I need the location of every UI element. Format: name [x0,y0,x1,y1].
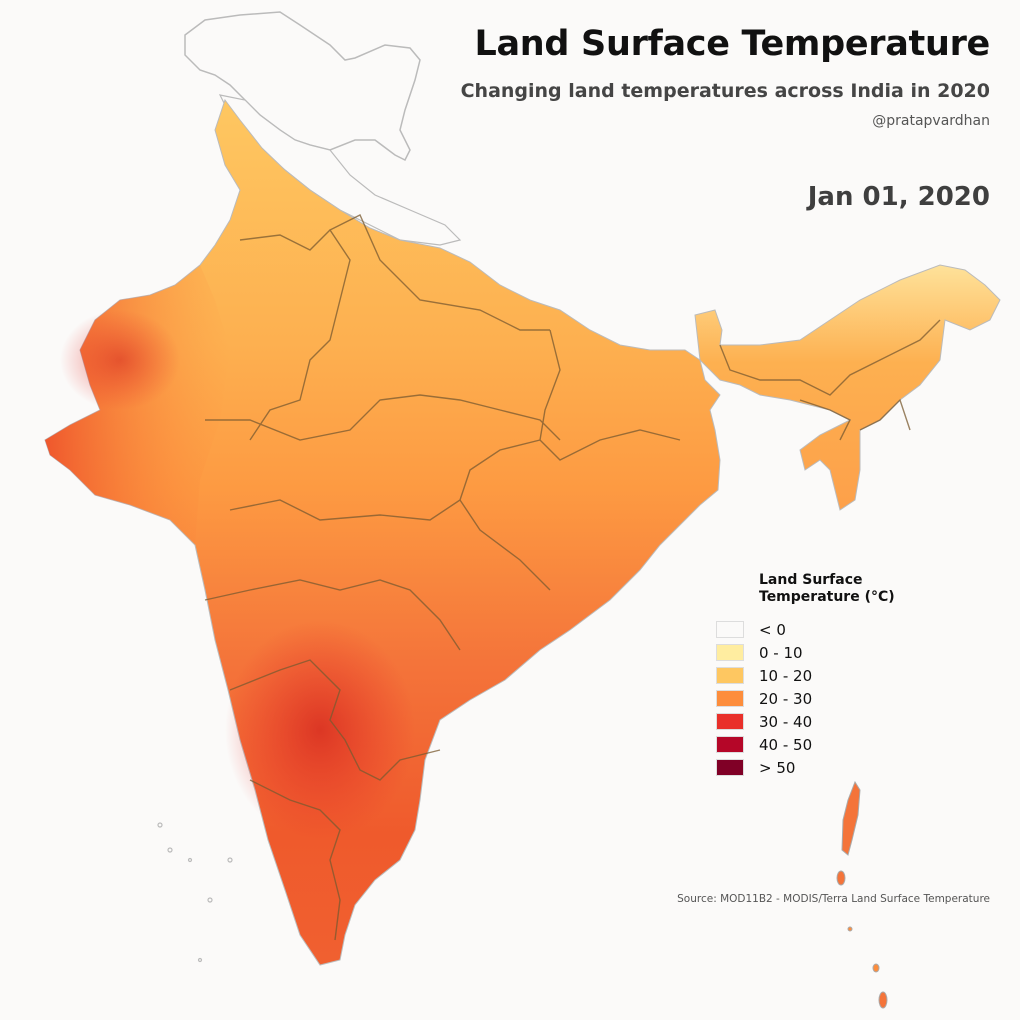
legend-item: 20 - 30 [716,687,919,710]
legend-label: < 0 [759,620,786,639]
legend-swatch [716,621,744,638]
source-note: Source: MOD11B2 - MODIS/Terra Land Surfa… [677,893,990,905]
legend-title-line2: Temperature (°C) [759,589,895,605]
legend-swatch [716,667,744,684]
legend: Land Surface Temperature (°C) < 0 0 - 10 1… [716,572,919,779]
legend-title: Land Surface Temperature (°C) [759,572,919,606]
region-west-hotspot [60,310,180,410]
legend-label: 10 - 20 [759,666,813,685]
legend-item: 10 - 20 [716,664,919,687]
legend-swatch [716,690,744,707]
legend-label: 30 - 40 [759,712,813,731]
region-northeast [694,264,1001,511]
state-borders [204,214,941,941]
legend-item: 30 - 40 [716,710,919,733]
legend-label: 0 - 10 [759,643,803,662]
region-ladakh-jk [184,11,421,162]
legend-item: > 50 [716,756,919,779]
legend-items: < 0 0 - 10 10 - 20 20 - 30 30 - 40 40 - 50 > 5… [716,618,919,779]
region-deccan-hotspot [225,620,415,840]
map-title: Land Surface Temperature [474,24,990,64]
map-subtitle: Changing land temperatures across India … [460,80,990,102]
legend-item: < 0 [716,618,919,641]
region-lakshadweep [157,822,233,963]
region-andaman-nicobar [836,780,888,1009]
legend-swatch [716,644,744,661]
legend-swatch [716,736,744,753]
legend-swatch [716,759,744,776]
legend-label: > 50 [759,758,796,777]
legend-item: 40 - 50 [716,733,919,756]
date-label: Jan 01, 2020 [807,182,990,212]
legend-swatch [716,713,744,730]
legend-label: 40 - 50 [759,735,813,754]
legend-title-line1: Land Surface [759,572,863,588]
legend-label: 20 - 30 [759,689,813,708]
legend-item: 0 - 10 [716,641,919,664]
author-handle: @pratapvardhan [872,113,990,129]
